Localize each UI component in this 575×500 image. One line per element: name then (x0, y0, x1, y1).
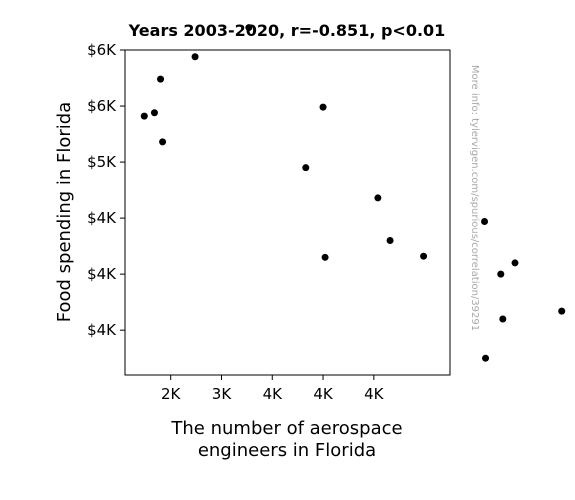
y-tick-label: $4K (87, 321, 117, 339)
y-tick-label: $4K (87, 265, 117, 283)
data-point (321, 253, 329, 261)
y-tick-label: $5K (87, 153, 117, 171)
data-point (150, 109, 158, 117)
data-point (511, 259, 519, 267)
data-point (140, 112, 148, 120)
data-point (482, 354, 490, 362)
plot-frame (124, 49, 451, 376)
data-point (157, 75, 165, 83)
x-tick-label: 3K (212, 385, 233, 403)
data-point (558, 307, 566, 315)
x-axis-label-line-2: engineers in Florida (198, 440, 376, 461)
data-point (499, 315, 507, 323)
data-point (159, 138, 167, 146)
x-tick-label: 4K (313, 385, 334, 403)
plot-area (124, 49, 451, 376)
data-point (386, 237, 394, 245)
y-tick-label: $4K (87, 209, 117, 227)
chart-title: Years 2003-2020, r=-0.851, p<0.01 (128, 21, 446, 40)
x-tick-label: 2K (161, 385, 182, 403)
y-tick-label: $6K (87, 41, 117, 59)
data-point (302, 164, 310, 172)
data-point (481, 217, 489, 225)
data-point (497, 270, 505, 278)
x-tick-label: 4K (364, 385, 385, 403)
data-point (374, 194, 382, 202)
x-axis: 2K 3K 4K 4K 4K (161, 375, 385, 403)
watermark-text: More info: tylervigen.com/spurious/corre… (469, 65, 480, 331)
data-point (191, 53, 199, 61)
x-tick-label: 4K (263, 385, 284, 403)
y-axis: $4K $4K $4K $5K $6K $6K (87, 41, 125, 339)
data-point (420, 252, 428, 260)
data-point (245, 24, 253, 32)
x-axis-label-line-1: The number of aerospace (170, 418, 402, 439)
y-axis-label: Food spending in Florida (54, 102, 75, 323)
data-points (140, 24, 566, 362)
y-tick-label: $6K (87, 97, 117, 115)
data-point (319, 103, 327, 111)
